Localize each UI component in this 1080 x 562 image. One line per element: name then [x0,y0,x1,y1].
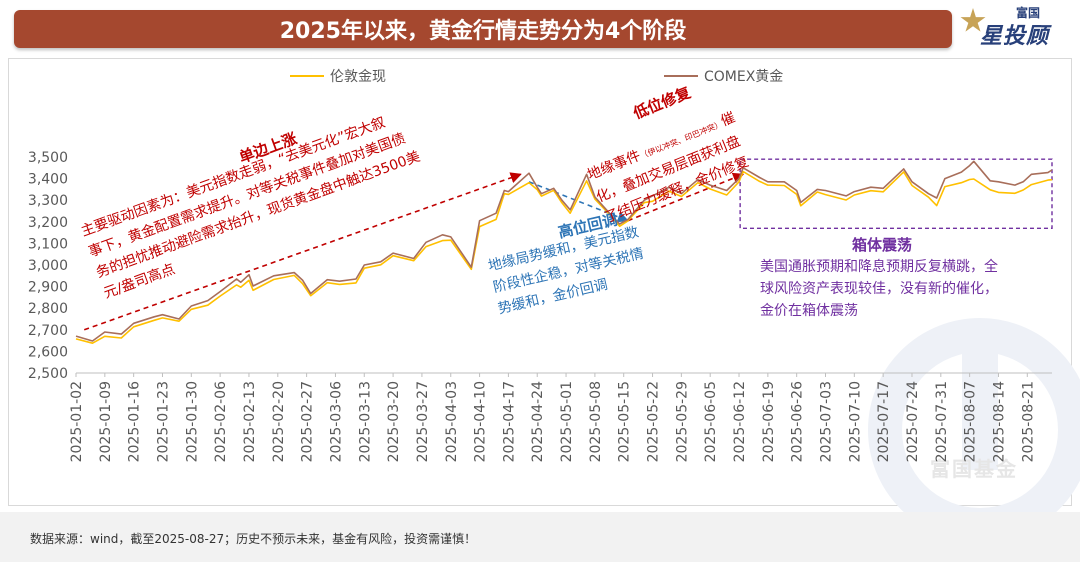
x-tick-label: 2025-06-26 [790,381,806,462]
watermark-text: 富国基金 [930,457,1018,481]
phase4-line-1: 美国通胀预期和降息预期反复横跳，全 [760,259,998,275]
x-tick-label: 2025-02-13 [242,381,258,462]
x-tick-label: 2025-01-09 [98,381,114,462]
x-tick-label: 2025-07-17 [876,381,892,462]
y-axis: 2,500 2,600 2,700 2,800 2,900 3,000 3,100 3,200… [28,150,68,382]
y-tick-label: 3,200 [28,215,68,231]
y-tick-label: 3,300 [28,193,68,209]
legend-swatch-comex-gold [664,75,698,77]
x-tick-label: 2025-04-24 [530,381,546,462]
series-line-comex-gold [75,160,1053,342]
x-tick-label: 2025-05-01 [559,381,575,462]
phase4-line-2: 球风险资产表现较佳，没有新的催化， [760,281,998,297]
x-tick-label: 2025-08-14 [991,381,1007,462]
y-tick-label: 3,400 [28,172,68,188]
x-tick-label: 2025-05-22 [646,381,662,462]
x-tick-label: 2025-04-03 [444,381,460,462]
legend-item-comex-gold: COMEX黄金 [664,66,783,86]
x-axis: 2025-01-02 2025-01-09 2025-01-16 2025-01-23… [69,372,1052,462]
x-tick-label: 2025-07-10 [847,381,863,462]
x-tick-label: 2025-01-23 [155,381,171,462]
series-line-london-gold [75,170,1053,345]
x-tick-label: 2025-05-08 [588,381,604,462]
x-tick-label: 2025-03-13 [357,381,373,462]
range-box [739,158,1053,229]
x-tick-label: 2025-04-17 [501,381,517,462]
x-tick-label: 2025-07-24 [905,381,921,462]
logo-small-text: 富国 [1016,6,1041,20]
legend-label-comex-gold: COMEX黄金 [704,69,784,85]
phase4-text: 美国通胀预期和降息预期反复横跳，全 球风险资产表现较佳，没有新的催化， 金价在箱… [760,256,1060,322]
x-tick-label: 2025-07-03 [819,381,835,462]
x-tick-label: 2025-04-10 [473,381,489,462]
y-tick-label: 3,000 [28,258,68,274]
x-tick-label: 2025-05-15 [617,381,633,462]
x-tick-label: 2025-06-12 [732,381,748,462]
phase-markers [83,158,1053,331]
series-lines [75,160,1053,345]
chart-title-bar: 2025年以来，黄金行情走势分为4个阶段 [14,10,952,48]
y-tick-label: 2,500 [28,366,68,382]
legend-item-london-gold: 伦敦金现 [290,66,386,86]
x-tick-label: 2025-01-30 [184,381,200,462]
recovery-arrow [627,172,745,222]
logo-main-text: 星投顾 [980,24,1050,49]
chart-title: 2025年以来，黄金行情走势分为4个阶段 [279,19,687,44]
x-tick-label: 2025-03-20 [386,381,402,462]
x-tick-label: 2025-01-16 [127,381,143,462]
phase4-title: 箱体震荡 [852,236,913,254]
x-tick-label: 2025-06-19 [761,381,777,462]
x-tick-label: 2025-06-05 [703,381,719,462]
x-tick-label: 2025-02-20 [271,381,287,462]
x-tick-label: 2025-08-07 [963,381,979,462]
gold-price-chart: 2,500 2,600 2,700 2,800 2,900 3,000 3,100 3,200… [28,150,1053,462]
x-tick-label: 2025-05-29 [674,381,690,462]
phase4-line-3: 金价在箱体震荡 [760,303,858,319]
y-tick-label: 3,100 [28,236,68,252]
y-tick-label: 3,500 [28,150,68,166]
footer-disclaimer: 数据来源：wind，截至2025-08-27；历史不预示未来，基金有风险，投资需… [30,532,477,546]
legend-swatch-london-gold [290,75,324,77]
x-tick-label: 2025-07-31 [934,381,950,462]
y-tick-label: 2,900 [28,280,68,296]
y-tick-label: 2,800 [28,301,68,317]
watermark-logo-icon [868,318,1080,520]
y-tick-label: 2,600 [28,344,68,360]
y-tick-label: 2,700 [28,323,68,339]
footer: 数据来源：wind，截至2025-08-27；历史不预示未来，基金有风险，投资需… [0,512,1080,562]
brand-logo: 富国 星投顾 [960,4,1070,54]
legend-label-london-gold: 伦敦金现 [330,69,386,85]
x-tick-label: 2025-03-06 [328,381,344,462]
x-tick-label: 2025-02-27 [300,381,316,462]
x-tick-label: 2025-02-06 [213,381,229,462]
x-tick-label: 2025-08-21 [1020,381,1036,462]
x-tick-label: 2025-01-02 [69,381,85,462]
x-tick-label: 2025-03-27 [415,381,431,462]
